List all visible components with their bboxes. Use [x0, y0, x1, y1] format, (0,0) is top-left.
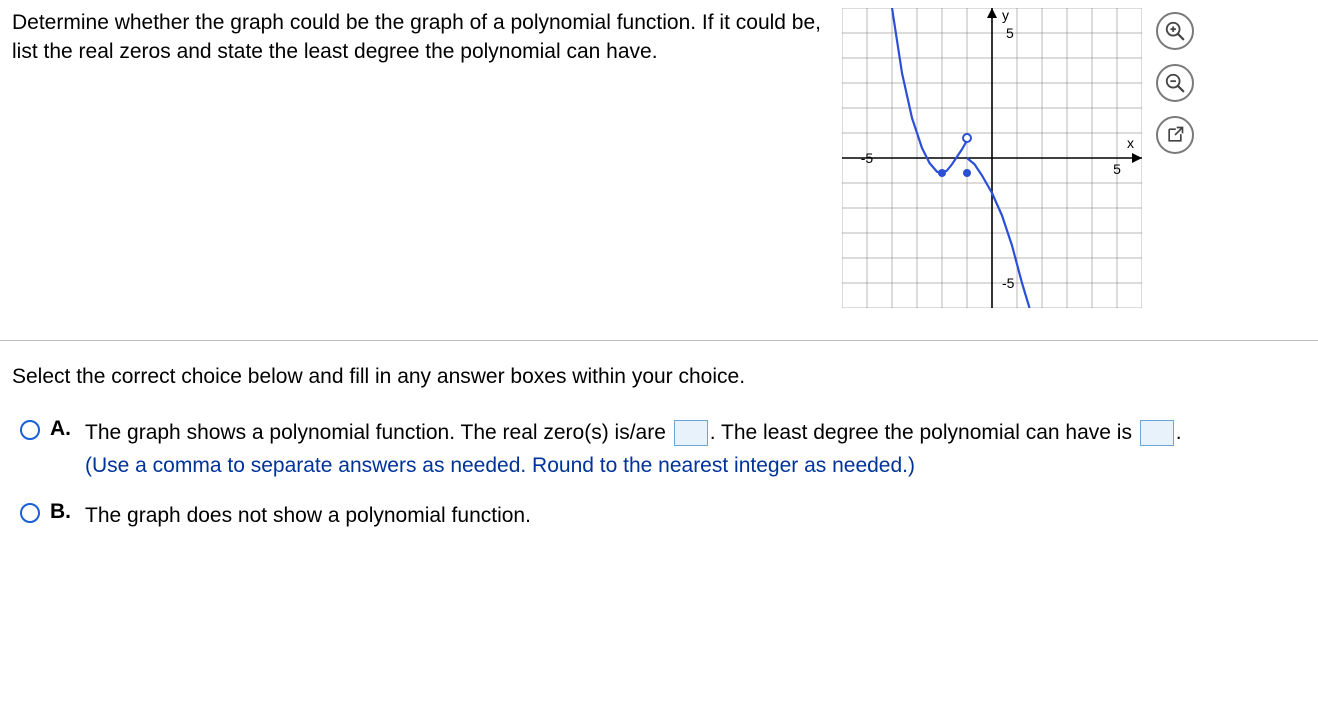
choice-a-text-1: The graph shows a polynomial function. T…	[85, 421, 672, 444]
choice-a-text-2: . The least degree the polynomial can ha…	[710, 421, 1138, 444]
svg-text:-5: -5	[861, 150, 874, 166]
question-prompt: Determine whether the graph could be the…	[12, 8, 842, 67]
graph-figure: -5 5 5 -5 x y	[842, 8, 1142, 308]
popout-icon[interactable]	[1156, 116, 1194, 154]
zoom-out-icon[interactable]	[1156, 64, 1194, 102]
zeros-answer-input[interactable]	[674, 420, 708, 446]
instruction-text: Select the correct choice below and fill…	[12, 365, 1306, 389]
choice-b-row: B. The graph does not show a polynomial …	[20, 500, 1306, 533]
zoom-in-icon[interactable]	[1156, 12, 1194, 50]
choice-a-text-3: .	[1176, 421, 1182, 444]
section-divider	[0, 340, 1318, 341]
svg-text:y: y	[1002, 8, 1009, 23]
choice-a-body: The graph shows a polynomial function. T…	[85, 417, 1182, 482]
svg-text:x: x	[1127, 135, 1134, 151]
degree-answer-input[interactable]	[1140, 420, 1174, 446]
choice-a-hint: (Use a comma to separate answers as need…	[85, 454, 915, 477]
svg-text:5: 5	[1113, 161, 1121, 177]
choice-a-radio[interactable]	[20, 420, 40, 440]
choice-a-letter: A.	[50, 417, 71, 441]
svg-text:5: 5	[1006, 25, 1014, 41]
svg-text:-5: -5	[1002, 275, 1015, 291]
choice-b-letter: B.	[50, 500, 71, 524]
choice-b-text: The graph does not show a polynomial fun…	[85, 500, 531, 533]
choice-a-row: A. The graph shows a polynomial function…	[20, 417, 1306, 482]
choice-b-radio[interactable]	[20, 503, 40, 523]
